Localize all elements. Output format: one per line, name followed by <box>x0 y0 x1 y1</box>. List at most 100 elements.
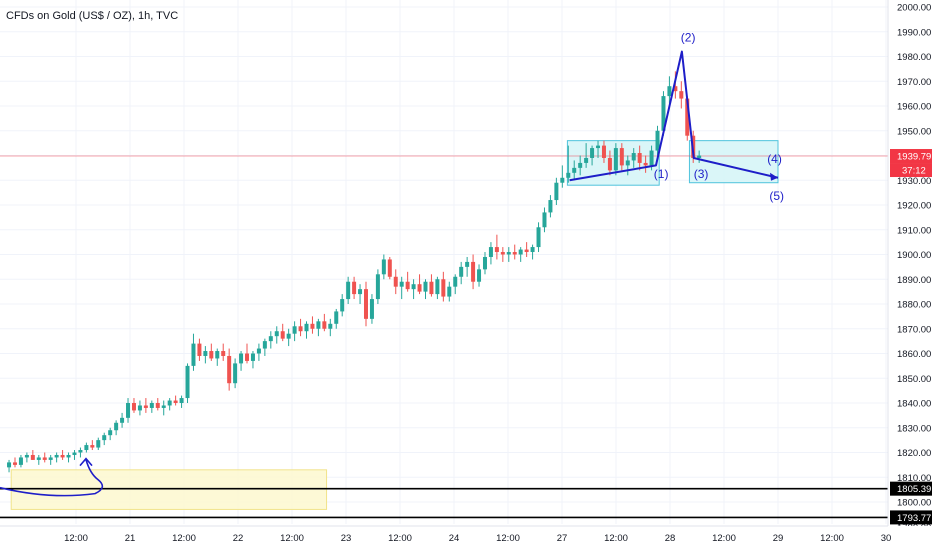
candle-body <box>131 403 136 411</box>
candle-body <box>518 249 523 255</box>
candle-body <box>655 130 660 151</box>
candle-body <box>137 405 142 411</box>
candle-body <box>274 331 279 337</box>
candle-body <box>471 261 476 282</box>
candle-body <box>155 403 160 408</box>
candle-body <box>429 281 434 295</box>
candle-body <box>631 153 636 161</box>
candle-body <box>102 435 107 441</box>
candle-body <box>36 457 41 460</box>
candle-body <box>601 145 606 158</box>
price-tag-label: 1805.39 <box>897 484 931 495</box>
candle-body <box>96 440 101 448</box>
candle-body <box>625 160 630 166</box>
wave-label: (5) <box>769 189 784 203</box>
x-tick-label: 29 <box>773 533 784 544</box>
y-tick-label: 1910.00 <box>897 225 931 236</box>
candle-body <box>613 148 618 171</box>
candle-body <box>286 333 291 339</box>
wave-label: (4) <box>767 152 782 166</box>
candle-body <box>411 284 416 290</box>
candle-body <box>256 348 261 354</box>
candle-body <box>120 417 125 423</box>
candle-body <box>48 457 53 460</box>
candle-body <box>459 266 464 277</box>
candle-body <box>566 172 571 178</box>
highlight-zone <box>10 469 328 510</box>
candle-body <box>346 281 351 300</box>
candle-body <box>167 400 172 406</box>
y-tick-label: 1890.00 <box>897 275 931 286</box>
x-tick-label: 12:00 <box>280 533 304 544</box>
candle-body <box>590 148 595 158</box>
y-tick-label: 1820.00 <box>897 448 931 459</box>
wave-label: (1) <box>654 167 669 181</box>
candle-body <box>477 269 482 282</box>
candle-body <box>465 261 470 267</box>
candle-body <box>30 454 35 460</box>
candle-body <box>637 153 642 163</box>
x-tick-label: 24 <box>449 533 460 544</box>
candle-body <box>250 353 255 361</box>
countdown-label: 37:12 <box>902 166 926 177</box>
candle-body <box>304 323 309 332</box>
candle-body <box>352 281 357 295</box>
candle-body <box>500 252 505 255</box>
candle-body <box>126 403 131 418</box>
candle-body <box>209 351 214 359</box>
candle-body <box>66 454 71 458</box>
candle-body <box>369 299 374 319</box>
candle-body <box>453 276 458 287</box>
candle-body <box>524 249 529 253</box>
chart-title: CFDs on Gold (US$ / OZ), 1h, TVC <box>6 10 179 22</box>
x-tick-label: 27 <box>557 533 568 544</box>
y-tick-label: 1990.00 <box>897 27 931 38</box>
price-tag <box>890 149 932 164</box>
candle-body <box>435 279 440 295</box>
x-tick-label: 23 <box>341 533 352 544</box>
candle-body <box>358 289 363 295</box>
candle-body <box>298 326 303 332</box>
candle-body <box>488 247 493 257</box>
x-tick-label: 12:00 <box>496 533 520 544</box>
highlight-zone <box>688 140 779 184</box>
y-tick-label: 1860.00 <box>897 349 931 360</box>
price-axis-background <box>888 0 932 550</box>
candle-body <box>584 157 589 163</box>
candle-body <box>90 445 95 448</box>
x-tick-label: 12:00 <box>712 533 736 544</box>
x-tick-label: 12:00 <box>388 533 412 544</box>
candle-body <box>661 96 666 131</box>
candle-body <box>161 405 166 408</box>
candle-body <box>185 365 190 399</box>
candle-body <box>506 252 511 255</box>
wave-path <box>569 50 779 182</box>
candle-body <box>399 281 404 287</box>
candle-body <box>197 343 202 356</box>
candle-body <box>262 341 267 349</box>
countdown-tag <box>890 163 932 178</box>
candle-body <box>233 363 238 384</box>
candle-body <box>548 200 553 213</box>
price-tag <box>890 510 932 525</box>
candle-body <box>42 457 47 460</box>
candle-body <box>375 274 380 300</box>
candle-body <box>554 182 559 201</box>
candle-body <box>322 321 327 329</box>
x-tick-label: 30 <box>881 533 892 544</box>
y-tick-label: 1880.00 <box>897 300 931 311</box>
y-tick-label: 1920.00 <box>897 201 931 212</box>
price-tag-label: 1793.77 <box>897 513 931 524</box>
candle-body <box>697 155 702 158</box>
candle-body <box>685 98 690 136</box>
price-tag-label: 1939.79 <box>897 152 931 163</box>
y-tick-label: 1960.00 <box>897 102 931 113</box>
candle-body <box>536 227 541 248</box>
y-tick-label: 1930.00 <box>897 176 931 187</box>
candle-body <box>54 454 59 458</box>
y-tick-label: 1870.00 <box>897 324 931 335</box>
candle-body <box>667 86 672 97</box>
candle-body <box>572 167 577 173</box>
